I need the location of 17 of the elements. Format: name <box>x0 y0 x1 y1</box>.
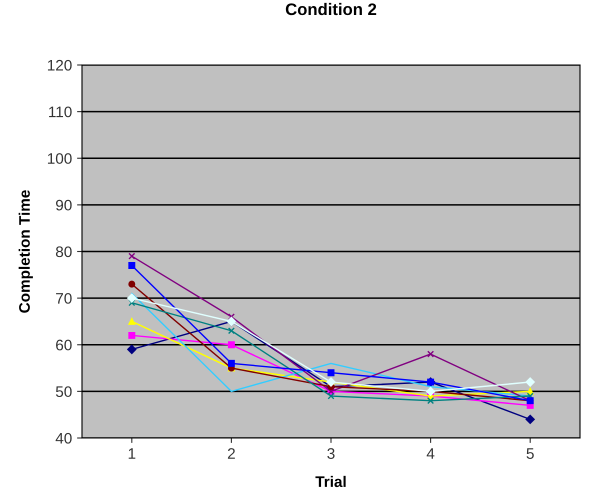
chart-title: Condition 2 <box>286 2 376 16</box>
y-tick-label: 60 <box>56 340 72 350</box>
x-tick-label: 4 <box>426 448 434 459</box>
y-axis-title: Completion Time <box>18 190 33 313</box>
x-tick-label: 2 <box>228 448 235 459</box>
y-tick-label: 100 <box>48 153 72 164</box>
y-tick-label: 80 <box>56 246 72 258</box>
x-tick-label: 5 <box>526 448 534 459</box>
y-tick-label: 110 <box>49 106 72 118</box>
y-tick-label: 50 <box>56 386 72 398</box>
y-tick-label: 90 <box>56 200 72 211</box>
x-tick-label: 1 <box>128 448 136 459</box>
x-axis-title: Trial <box>315 476 346 488</box>
y-tick-label: 40 <box>56 432 72 444</box>
y-tick-label: 120 <box>48 60 72 71</box>
x-tick-label: 3 <box>327 448 335 459</box>
y-tick-label: 70 <box>56 292 72 304</box>
